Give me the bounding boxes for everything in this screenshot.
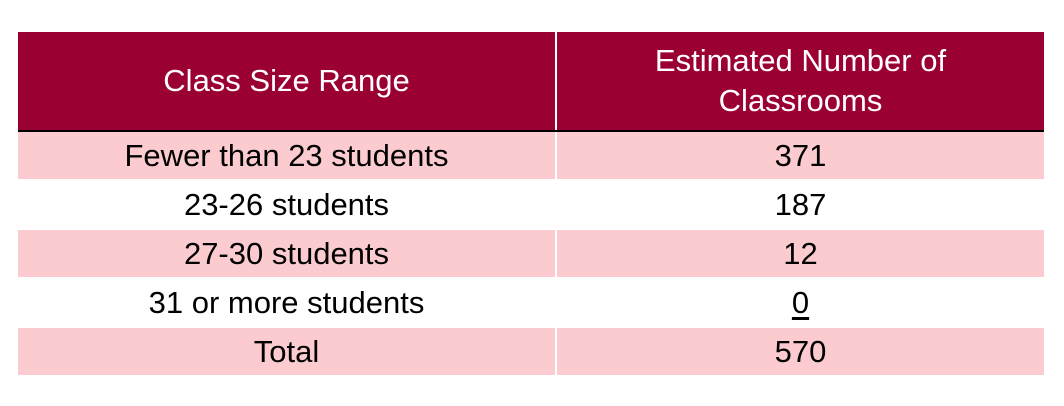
class-size-table: Class Size Range Estimated Number of Cla… xyxy=(18,32,1044,375)
table-row: 27-30 students 12 xyxy=(18,228,1044,278)
class-size-table-container: Class Size Range Estimated Number of Cla… xyxy=(18,32,1044,375)
header-estimated-classrooms: Estimated Number of Classrooms xyxy=(555,32,1044,132)
classroom-count-value: 0 xyxy=(791,284,810,320)
cell-class-size-range: Total xyxy=(18,326,556,375)
cell-classroom-count: 12 xyxy=(555,228,1044,278)
cell-class-size-range: Fewer than 23 students xyxy=(18,130,556,180)
table-row: Fewer than 23 students 371 xyxy=(18,130,1044,180)
cell-classroom-count: 371 xyxy=(555,130,1044,180)
cell-class-size-range: 23-26 students xyxy=(18,179,556,229)
classroom-count-value: 371 xyxy=(774,137,827,173)
header-class-size-range: Class Size Range xyxy=(18,32,556,132)
cell-classroom-count: 570 xyxy=(555,326,1044,375)
total-row: Total 570 xyxy=(18,326,1044,375)
cell-class-size-range: 31 or more students xyxy=(18,277,556,327)
table-body: Fewer than 23 students 371 23-26 student… xyxy=(18,130,1044,375)
table-row: 23-26 students 187 xyxy=(18,179,1044,229)
cell-classroom-count: 187 xyxy=(555,179,1044,229)
classroom-count-value: 12 xyxy=(783,235,818,271)
table-row: 31 or more students 0 xyxy=(18,277,1044,327)
classroom-count-value: 187 xyxy=(774,186,827,222)
classroom-count-value: 570 xyxy=(774,333,827,369)
header-row: Class Size Range Estimated Number of Cla… xyxy=(18,32,1044,132)
cell-class-size-range: 27-30 students xyxy=(18,228,556,278)
table-header: Class Size Range Estimated Number of Cla… xyxy=(18,32,1044,132)
cell-classroom-count: 0 xyxy=(555,277,1044,327)
